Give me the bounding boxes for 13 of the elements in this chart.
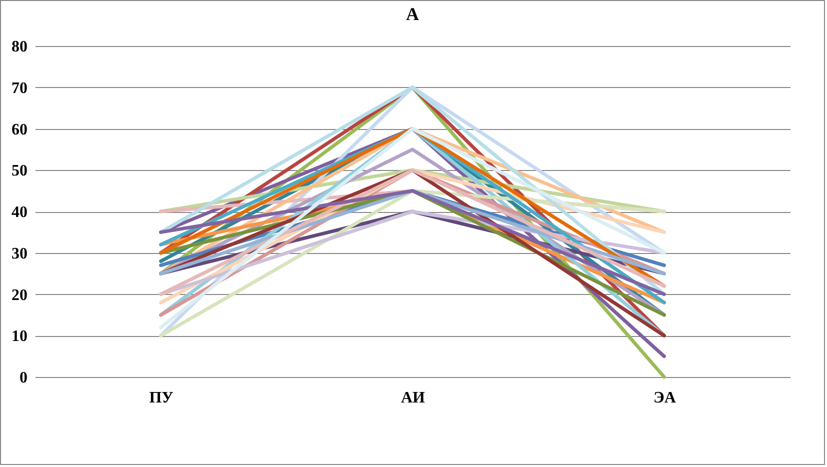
y-tick-label: 60 <box>12 121 28 138</box>
y-tick-label: 10 <box>12 328 28 346</box>
y-tick-label: 80 <box>12 38 28 56</box>
x-tick-label: ЭА <box>653 390 676 406</box>
y-tick-label: 0 <box>20 370 28 386</box>
y-tick-label: 20 <box>12 286 28 304</box>
x-tick-label: АИ <box>401 390 426 406</box>
y-tick-label: 50 <box>12 162 28 180</box>
chart-title: А <box>406 4 419 24</box>
x-tick-label: ПУ <box>149 390 174 406</box>
y-tick-label: 30 <box>12 245 28 262</box>
y-tick-label: 40 <box>12 204 28 221</box>
y-tick-label: 70 <box>12 80 28 97</box>
